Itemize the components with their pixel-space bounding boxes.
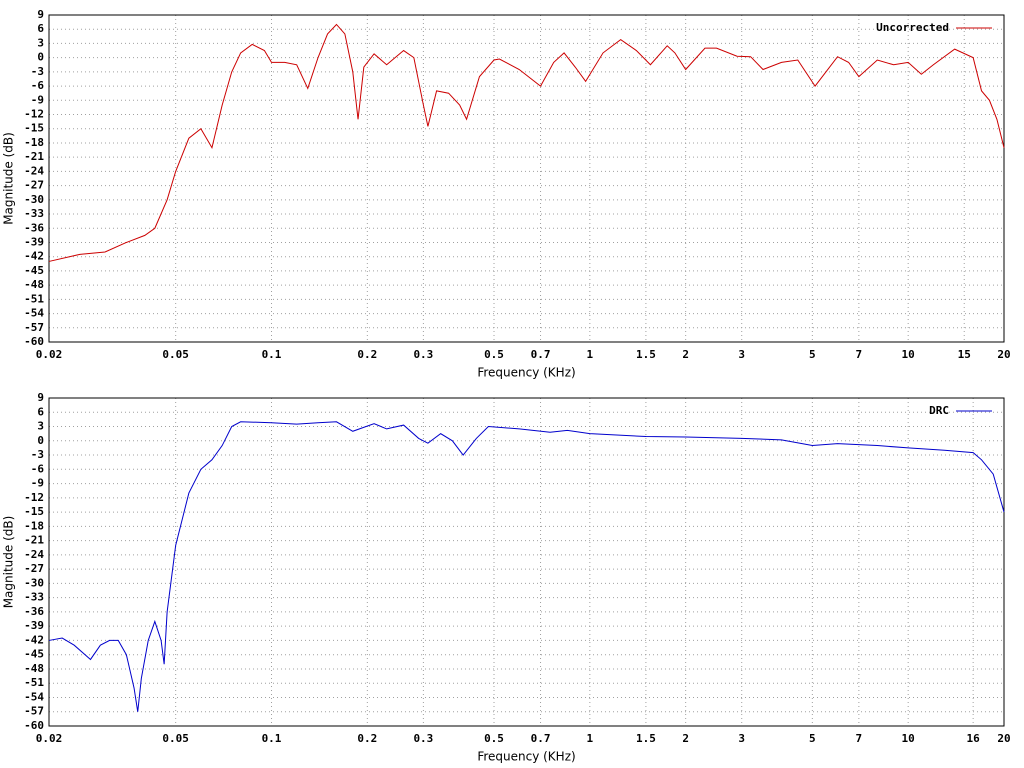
y-tick-label: 0: [37, 51, 44, 64]
x-tick-label: 0.2: [357, 348, 377, 361]
x-tick-label: 0.5: [484, 348, 504, 361]
legend-label: DRC: [929, 404, 949, 417]
y-tick-label: -36: [24, 605, 44, 618]
y-tick-label: -60: [24, 719, 44, 732]
x-tick-label: 1.5: [636, 732, 656, 745]
x-tick-label: 7: [856, 732, 863, 745]
y-tick-label: -12: [24, 108, 44, 121]
y-tick-label: -18: [24, 136, 44, 149]
y-tick-label: 6: [37, 22, 44, 35]
y-tick-label: -30: [24, 576, 44, 589]
y-tick-label: -60: [24, 335, 44, 348]
y-tick-label: -21: [24, 150, 44, 163]
y-tick-label: -54: [24, 690, 44, 703]
y-tick-label: -3: [31, 448, 44, 461]
x-tick-label: 0.3: [413, 348, 433, 361]
x-tick-label: 7: [856, 348, 863, 361]
x-tick-label: 2: [682, 348, 689, 361]
y-tick-label: -33: [24, 207, 44, 220]
x-tick-label: 10: [902, 732, 915, 745]
y-tick-label: -9: [31, 477, 44, 490]
y-tick-label: -39: [24, 235, 44, 248]
y-tick-label: -24: [24, 164, 44, 177]
y-tick-label: -24: [24, 548, 44, 561]
y-tick-label: -57: [24, 705, 44, 718]
y-tick-label: -33: [24, 591, 44, 604]
y-tick-label: -27: [24, 562, 44, 575]
x-tick-label: 1: [587, 732, 594, 745]
x-tick-label: 0.3: [413, 732, 433, 745]
x-tick-label: 0.7: [531, 732, 551, 745]
x-tick-label: 0.02: [36, 732, 63, 745]
x-tick-label: 0.1: [262, 732, 282, 745]
y-tick-label: -57: [24, 321, 44, 334]
x-tick-label: 5: [809, 732, 816, 745]
y-tick-label: -54: [24, 307, 44, 320]
y-tick-label: -51: [24, 292, 44, 305]
y-tick-label: -45: [24, 648, 44, 661]
x-tick-label: 20: [997, 348, 1010, 361]
y-tick-label: -48: [24, 278, 44, 291]
y-tick-label: 6: [37, 405, 44, 418]
y-tick-label: -27: [24, 179, 44, 192]
x-tick-label: 3: [738, 732, 745, 745]
y-tick-label: -18: [24, 519, 44, 532]
x-tick-label: 15: [958, 348, 971, 361]
legend-label: Uncorrected: [876, 21, 949, 34]
y-tick-label: -36: [24, 221, 44, 234]
x-tick-label: 2: [682, 732, 689, 745]
data-line: [48, 421, 1005, 712]
x-tick-label: 5: [809, 348, 816, 361]
y-tick-label: -42: [24, 250, 44, 263]
x-tick-label: 16: [967, 732, 981, 745]
x-tick-label: 20: [997, 732, 1010, 745]
plot-frame: [48, 397, 1005, 727]
x-tick-label: 10: [902, 348, 915, 361]
y-tick-label: -42: [24, 633, 44, 646]
y-tick-label: -3: [31, 65, 44, 78]
x-tick-label: 1.5: [636, 348, 656, 361]
y-tick-label: -51: [24, 676, 44, 689]
y-tick-label: 0: [37, 434, 44, 447]
x-axis-label: Frequency (KHz): [477, 366, 575, 380]
x-tick-label: 0.05: [162, 348, 189, 361]
x-tick-label: 0.05: [162, 732, 189, 745]
y-tick-label: -15: [24, 122, 44, 135]
x-tick-label: 0.2: [357, 732, 377, 745]
y-tick-label: 9: [37, 8, 44, 21]
y-tick-label: -6: [31, 79, 45, 92]
y-axis-label: Magnitude (dB): [2, 516, 16, 609]
y-tick-label: -9: [31, 93, 44, 106]
y-tick-label: -15: [24, 505, 44, 518]
x-tick-label: 3: [738, 348, 745, 361]
y-tick-label: -45: [24, 264, 44, 277]
y-tick-label: 9: [37, 391, 44, 404]
x-tick-label: 0.1: [262, 348, 282, 361]
y-tick-label: 3: [37, 420, 44, 433]
x-axis-label: Frequency (KHz): [477, 750, 575, 764]
x-tick-label: 0.5: [484, 732, 504, 745]
x-tick-label: 0.02: [36, 348, 63, 361]
y-tick-label: -30: [24, 193, 44, 206]
data-line: [48, 23, 1005, 262]
y-tick-label: -12: [24, 491, 44, 504]
y-tick-label: 3: [37, 36, 44, 49]
y-tick-label: -6: [31, 462, 45, 475]
y-tick-label: -39: [24, 619, 44, 632]
x-tick-label: 0.7: [531, 348, 551, 361]
y-tick-label: -48: [24, 662, 44, 675]
x-tick-label: 1: [587, 348, 594, 361]
y-axis-label: Magnitude (dB): [2, 132, 16, 225]
plot-frame: [48, 14, 1005, 343]
y-tick-label: -21: [24, 534, 44, 547]
